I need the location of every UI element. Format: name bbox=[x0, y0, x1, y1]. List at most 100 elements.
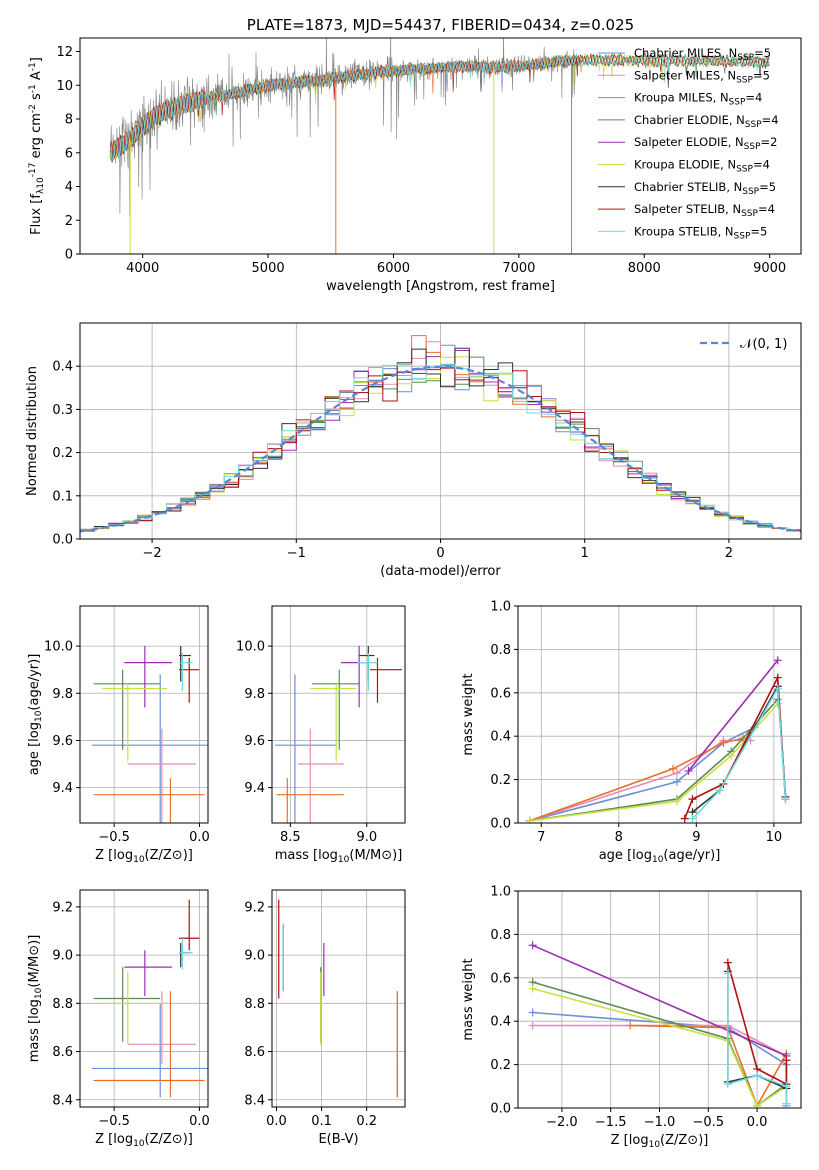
mass-weight-line bbox=[687, 659, 779, 772]
plot-area bbox=[80, 335, 801, 533]
y-axis-label: mass weight bbox=[461, 673, 476, 755]
axes-frame bbox=[271, 889, 406, 1108]
y-tick-label: 0.6 bbox=[490, 971, 511, 986]
legend-entry: Chabrier STELIB, NSSP​=5 bbox=[634, 180, 776, 197]
x-tick-label: 0.1 bbox=[311, 1114, 332, 1129]
mass-weight-marker bbox=[727, 751, 736, 760]
y-tick-label: 8.8 bbox=[244, 997, 265, 1012]
axes-mass_vs_Z: −0.5 0.0 8.4 8.6 8.8 9.0 9.2 Z [log10​(Z/Z⊙)] ma… bbox=[27, 889, 210, 1149]
mass-weight-marker bbox=[723, 1080, 732, 1089]
x-tick-label: 2 bbox=[725, 546, 733, 561]
y-tick-label: 9.2 bbox=[244, 900, 265, 915]
mass-weight-marker bbox=[528, 1008, 537, 1017]
plot-area bbox=[91, 899, 208, 1098]
legend-entry: Kroupa STELIB, NSSP​=5 bbox=[634, 224, 767, 241]
mass-weight-marker bbox=[782, 1056, 791, 1065]
y-tick-label: 0.3 bbox=[52, 403, 73, 418]
mass-weight-marker bbox=[688, 795, 697, 804]
mass-weight-line bbox=[529, 698, 779, 822]
axes-mass_weight_vs_Z: −2.0 −1.5 −1.0 −0.5 0.0 0.0 0.2 0.4 0.6 0.8 1.0 Z [… bbox=[461, 885, 802, 1150]
axes-frame bbox=[79, 889, 209, 1108]
mass-weight-marker bbox=[723, 958, 732, 967]
mass-weight-marker bbox=[672, 797, 681, 806]
x-axis-label: Z [log10​(Z/Z⊙)] bbox=[611, 1133, 709, 1150]
y-tick-label: 0.4 bbox=[490, 1015, 511, 1030]
y-tick-label: 0.0 bbox=[490, 817, 511, 832]
y-tick-label: 0.8 bbox=[490, 643, 511, 658]
axes-frame bbox=[271, 605, 406, 824]
x-tick-label: −2 bbox=[143, 546, 162, 561]
axes-frame bbox=[79, 322, 802, 540]
residual-histogram bbox=[80, 367, 801, 531]
legend-entry: Kroupa MILES, NSSP​=4 bbox=[634, 91, 762, 108]
y-tick-label: 10 bbox=[56, 79, 73, 94]
y-tick-label: 0.4 bbox=[490, 730, 511, 745]
x-tick-label: 4000 bbox=[126, 261, 159, 276]
x-tick-label: 10 bbox=[766, 830, 783, 845]
residual-histogram bbox=[80, 347, 801, 532]
x-tick-label: 5000 bbox=[252, 261, 285, 276]
x-tick-label: −0.5 bbox=[693, 1115, 725, 1130]
y-tick-label: 9.6 bbox=[244, 734, 265, 749]
x-tick-label: 0.0 bbox=[189, 1114, 210, 1129]
mass-weight-line bbox=[630, 1024, 788, 1108]
y-tick-label: 0.8 bbox=[490, 928, 511, 943]
y-tick-label: 8.8 bbox=[52, 997, 73, 1012]
x-tick-label: 6000 bbox=[377, 261, 410, 276]
y-tick-label: 9.4 bbox=[52, 781, 73, 796]
y-tick-label: 1.0 bbox=[490, 885, 511, 900]
mass-weight-marker bbox=[782, 1099, 791, 1108]
y-tick-label: 9.4 bbox=[244, 781, 265, 796]
axes-residuals: −2 −1 0 1 2 0.0 0.1 0.2 0.3 0.4 (data-model)/error… bbox=[25, 322, 802, 579]
mass-weight-marker bbox=[719, 738, 728, 747]
y-tick-label: 0.6 bbox=[490, 686, 511, 701]
plot-area bbox=[91, 646, 208, 823]
x-tick-label: −0.5 bbox=[98, 1114, 130, 1129]
y-tick-label: 9.0 bbox=[52, 949, 73, 964]
x-tick-label: 0 bbox=[436, 546, 444, 561]
mass-weight-marker bbox=[684, 766, 693, 775]
mass-weight-marker bbox=[773, 673, 782, 682]
mass-weight-marker bbox=[773, 656, 782, 665]
legend-entry: 𝒩(0, 1) bbox=[740, 337, 787, 352]
x-tick-label: −1.0 bbox=[644, 1115, 676, 1130]
mass-weight-line bbox=[532, 987, 787, 1107]
x-axis-label: E(B-V) bbox=[318, 1132, 358, 1147]
x-tick-label: 0.2 bbox=[356, 1114, 377, 1129]
mass-weight-marker bbox=[672, 769, 681, 778]
model-spectrum bbox=[109, 54, 570, 158]
legend-entry: Salpeter ELODIE, NSSP​=2 bbox=[634, 135, 777, 152]
y-tick-label: 9.2 bbox=[52, 900, 73, 915]
y-tick-label: 8 bbox=[65, 113, 73, 128]
y-axis-label: Flux [fλ10​-17​ erg cm-2​ s-1​ A-1​] bbox=[28, 57, 46, 235]
y-tick-label: 0.2 bbox=[490, 1058, 511, 1073]
y-tick-label: 8.6 bbox=[52, 1045, 73, 1060]
mass-weight-line bbox=[532, 944, 787, 1057]
x-tick-label: −1.5 bbox=[595, 1115, 627, 1130]
mass-weight-marker bbox=[753, 1101, 762, 1108]
mass-weight-marker bbox=[781, 795, 790, 804]
x-tick-label: 7000 bbox=[502, 261, 535, 276]
y-tick-label: 6 bbox=[65, 146, 73, 161]
mass-weight-marker bbox=[753, 1071, 762, 1080]
plot-area bbox=[278, 899, 398, 1098]
observed-spectrum bbox=[109, 38, 582, 217]
axes-age_vs_mass: 8.5 9.0 9.4 9.6 9.8 10.0 mass [log10​(M/M⊙)] bbox=[236, 605, 406, 865]
mass-weight-marker bbox=[626, 1021, 635, 1030]
mass-weight-marker bbox=[669, 764, 678, 773]
x-axis-label: age [log10​(age/yr)] bbox=[599, 848, 721, 865]
mass-weight-marker bbox=[525, 816, 534, 823]
y-tick-label: 8.6 bbox=[244, 1045, 265, 1060]
x-tick-label: 8 bbox=[615, 830, 623, 845]
chart-title: PLATE=1873, MJD=54437, FIBERID=0434, z=0… bbox=[247, 16, 634, 34]
axes-mass_vs_ebv: 0.0 0.1 0.2 8.4 8.6 8.8 9.0 9.2 E(B-V) bbox=[244, 889, 406, 1147]
mass-weight-marker bbox=[680, 814, 689, 823]
x-tick-label: 8.5 bbox=[280, 830, 301, 845]
x-tick-label: −0.5 bbox=[98, 830, 130, 845]
y-tick-label: 9.8 bbox=[52, 687, 73, 702]
legend-entry: Salpeter MILES, NSSP​=5 bbox=[634, 68, 770, 85]
mass-weight-marker bbox=[773, 684, 782, 693]
mass-weight-marker bbox=[528, 941, 537, 950]
axes-frame bbox=[517, 605, 802, 824]
